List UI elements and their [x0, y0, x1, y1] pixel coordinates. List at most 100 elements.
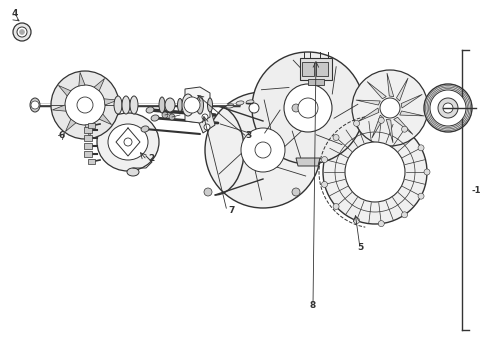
- Polygon shape: [104, 99, 118, 105]
- Circle shape: [418, 145, 424, 151]
- Polygon shape: [65, 119, 76, 131]
- Circle shape: [292, 188, 300, 196]
- Bar: [302, 62, 314, 76]
- Polygon shape: [356, 100, 380, 105]
- Circle shape: [204, 188, 212, 196]
- Ellipse shape: [97, 113, 159, 171]
- Polygon shape: [396, 78, 408, 101]
- Ellipse shape: [122, 96, 130, 114]
- Bar: [308, 79, 324, 85]
- Circle shape: [430, 90, 466, 126]
- Circle shape: [323, 120, 427, 224]
- Circle shape: [401, 126, 408, 132]
- Text: 4: 4: [12, 9, 18, 18]
- Ellipse shape: [165, 98, 175, 112]
- Circle shape: [378, 117, 384, 123]
- Circle shape: [292, 104, 300, 112]
- Circle shape: [255, 142, 271, 158]
- Circle shape: [418, 193, 424, 199]
- Ellipse shape: [246, 100, 254, 104]
- Circle shape: [169, 114, 175, 120]
- Polygon shape: [79, 72, 85, 86]
- Circle shape: [204, 124, 210, 130]
- Ellipse shape: [30, 98, 40, 112]
- Ellipse shape: [141, 126, 149, 132]
- Bar: [300, 58, 332, 80]
- Ellipse shape: [146, 107, 154, 113]
- Ellipse shape: [226, 104, 234, 108]
- Ellipse shape: [108, 124, 148, 160]
- Circle shape: [321, 157, 327, 163]
- Circle shape: [241, 128, 285, 172]
- Circle shape: [249, 103, 259, 113]
- Polygon shape: [94, 78, 104, 91]
- Bar: [84, 151, 92, 157]
- Ellipse shape: [114, 96, 122, 114]
- Polygon shape: [195, 107, 215, 133]
- Circle shape: [354, 120, 360, 126]
- Circle shape: [65, 85, 105, 125]
- Circle shape: [202, 114, 208, 120]
- Circle shape: [321, 181, 327, 188]
- Polygon shape: [358, 108, 379, 122]
- Polygon shape: [85, 124, 91, 138]
- Bar: [84, 135, 92, 141]
- Polygon shape: [386, 120, 393, 143]
- Circle shape: [424, 84, 472, 132]
- Bar: [88, 159, 95, 164]
- Polygon shape: [52, 105, 66, 111]
- Text: 6: 6: [59, 131, 65, 140]
- Polygon shape: [393, 117, 413, 134]
- Bar: [84, 127, 92, 133]
- Circle shape: [31, 101, 39, 109]
- Polygon shape: [372, 115, 384, 138]
- Circle shape: [345, 142, 405, 202]
- Circle shape: [333, 203, 339, 210]
- Text: 7: 7: [228, 206, 234, 215]
- Ellipse shape: [151, 115, 159, 121]
- Circle shape: [401, 212, 408, 218]
- Circle shape: [13, 23, 31, 41]
- Circle shape: [252, 52, 364, 164]
- Circle shape: [184, 97, 200, 113]
- Polygon shape: [99, 114, 112, 125]
- Circle shape: [51, 71, 119, 139]
- Text: 3: 3: [245, 131, 251, 140]
- Ellipse shape: [127, 168, 139, 176]
- Circle shape: [354, 218, 360, 224]
- Circle shape: [162, 112, 168, 118]
- Ellipse shape: [159, 97, 165, 113]
- Polygon shape: [401, 94, 422, 108]
- Circle shape: [298, 98, 318, 118]
- Circle shape: [205, 92, 321, 208]
- Text: 2: 2: [148, 154, 154, 163]
- Circle shape: [352, 70, 428, 146]
- Ellipse shape: [182, 94, 194, 116]
- Polygon shape: [185, 87, 210, 123]
- Ellipse shape: [196, 96, 203, 114]
- Circle shape: [443, 103, 453, 113]
- Polygon shape: [296, 158, 320, 166]
- Circle shape: [380, 98, 400, 118]
- Ellipse shape: [177, 99, 182, 112]
- Circle shape: [77, 97, 93, 113]
- Polygon shape: [387, 73, 393, 96]
- Ellipse shape: [130, 96, 138, 114]
- Bar: [88, 123, 95, 128]
- Circle shape: [424, 169, 430, 175]
- Polygon shape: [400, 111, 424, 116]
- Ellipse shape: [236, 101, 244, 105]
- Circle shape: [284, 84, 332, 132]
- Bar: [84, 143, 92, 149]
- Text: 8: 8: [310, 301, 316, 310]
- Bar: [316, 62, 328, 76]
- Circle shape: [20, 30, 25, 35]
- Text: 5: 5: [357, 243, 363, 252]
- Circle shape: [124, 138, 132, 146]
- Circle shape: [333, 135, 339, 140]
- Polygon shape: [367, 82, 386, 99]
- Polygon shape: [58, 85, 71, 96]
- Circle shape: [204, 104, 212, 112]
- Circle shape: [378, 221, 384, 227]
- Circle shape: [438, 98, 458, 118]
